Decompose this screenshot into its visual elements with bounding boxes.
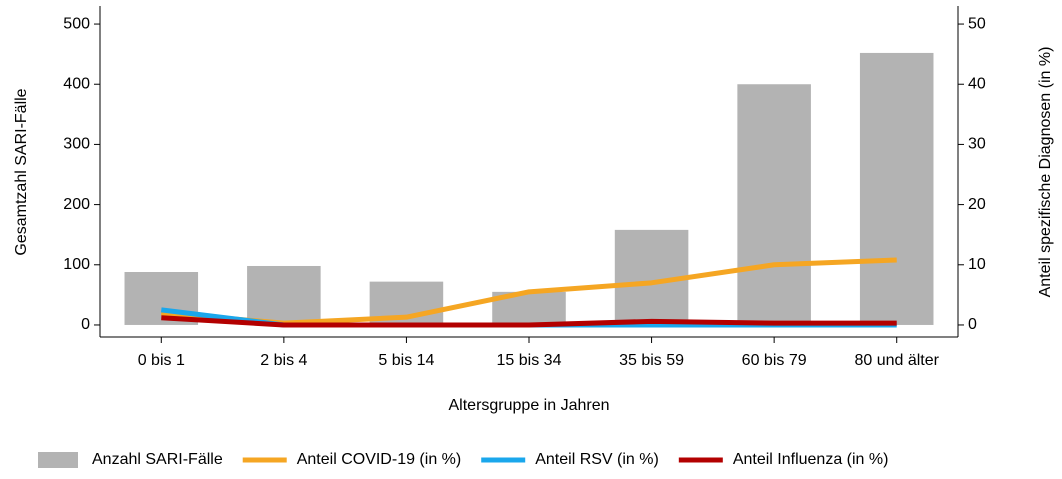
bar: [737, 84, 811, 325]
bar: [859, 52, 934, 325]
y-tick-label: 200: [63, 196, 90, 213]
x-tick-label: 60 bis 79: [742, 352, 807, 369]
legend-label: Anteil RSV (in %): [535, 451, 659, 468]
y-axis-label: Gesamtzahl SARI-Fälle: [13, 88, 30, 255]
y2-tick-label: 40: [968, 75, 986, 92]
x-tick-label: 80 und älter: [854, 352, 939, 369]
x-tick-label: 15 bis 34: [497, 352, 562, 369]
y2-tick-label: 30: [968, 136, 986, 153]
x-tick-label: 35 bis 59: [619, 352, 684, 369]
y2-axis-label: Anteil spezifische Diagnosen (in %): [1037, 47, 1054, 298]
legend-swatch: [38, 452, 78, 468]
y2-tick-label: 10: [968, 256, 986, 273]
bar: [247, 265, 321, 325]
y2-tick-label: 20: [968, 196, 986, 213]
x-tick-label: 5 bis 14: [378, 352, 434, 369]
x-tick-label: 2 bis 4: [260, 352, 307, 369]
y2-tick-label: 0: [968, 316, 977, 333]
y-tick-label: 400: [63, 75, 90, 92]
y-tick-label: 100: [63, 256, 90, 273]
x-axis-label: Altersgruppe in Jahren: [449, 397, 610, 414]
legend-label: Anteil COVID-19 (in %): [297, 451, 462, 468]
x-tick-label: 0 bis 1: [138, 352, 185, 369]
y-tick-label: 500: [63, 15, 90, 32]
line: [161, 315, 897, 328]
y2-tick-label: 50: [968, 15, 986, 32]
legend-label: Anzahl SARI-Fälle: [92, 451, 223, 468]
y-tick-label: 0: [81, 316, 90, 333]
legend-label: Anteil Influenza (in %): [733, 451, 889, 468]
y-tick-label: 300: [63, 136, 90, 153]
